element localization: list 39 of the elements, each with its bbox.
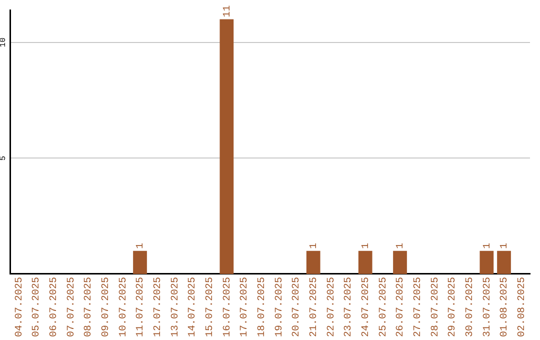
x-tick-label: 21.07.2025: [308, 276, 320, 338]
x-tick-label: 20.07.2025: [292, 276, 303, 338]
y-tick-label: 10: [0, 37, 8, 48]
x-tick-label: 16.07.2025: [222, 276, 234, 338]
x-tick-label: 05.07.2025: [32, 276, 43, 338]
x-tick-label: 18.07.2025: [256, 276, 268, 338]
x-tick-label: 22.07.2025: [326, 276, 338, 338]
x-tick-label: 08.07.2025: [84, 276, 95, 338]
x-tick-label: 09.07.2025: [100, 276, 112, 338]
data-label: 1: [136, 242, 147, 249]
x-tick-label: 28.07.2025: [430, 276, 442, 338]
x-tick-label: 06.07.2025: [48, 276, 60, 338]
data-label: 1: [360, 242, 372, 249]
x-tick-label: 25.07.2025: [378, 276, 390, 338]
x-tick-label: 13.07.2025: [170, 276, 182, 338]
data-label: 1: [500, 242, 511, 249]
data-label: 11: [222, 5, 234, 18]
x-tick-label: 30.07.2025: [464, 276, 476, 338]
x-tick-label: 26.07.2025: [396, 276, 407, 338]
x-tick-label: 19.07.2025: [274, 276, 286, 338]
x-tick-label: 15.07.2025: [204, 276, 216, 338]
x-tick-label: 27.07.2025: [412, 276, 424, 338]
x-tick-label: 14.07.2025: [188, 276, 199, 338]
x-tick-label: 23.07.2025: [344, 276, 355, 338]
x-tick-label: 07.07.2025: [66, 276, 78, 338]
x-tick-label: 10.07.2025: [118, 276, 130, 338]
y-tick-label: 5: [0, 156, 8, 161]
x-tick-label: 01.08.2025: [500, 276, 511, 338]
x-tick-label: 24.07.2025: [360, 276, 372, 338]
data-label: 1: [482, 242, 494, 249]
x-tick-label: 17.07.2025: [240, 276, 251, 338]
x-tick-label: 02.08.2025: [516, 276, 528, 338]
x-tick-label: 04.07.2025: [14, 276, 26, 338]
data-label: 1: [396, 242, 407, 249]
x-tick-label: 11.07.2025: [136, 276, 147, 338]
data-label: 1: [308, 242, 320, 249]
x-tick-label: 31.07.2025: [482, 276, 494, 338]
x-tick-label: 12.07.2025: [152, 276, 164, 338]
x-tick-label: 29.07.2025: [448, 276, 459, 338]
